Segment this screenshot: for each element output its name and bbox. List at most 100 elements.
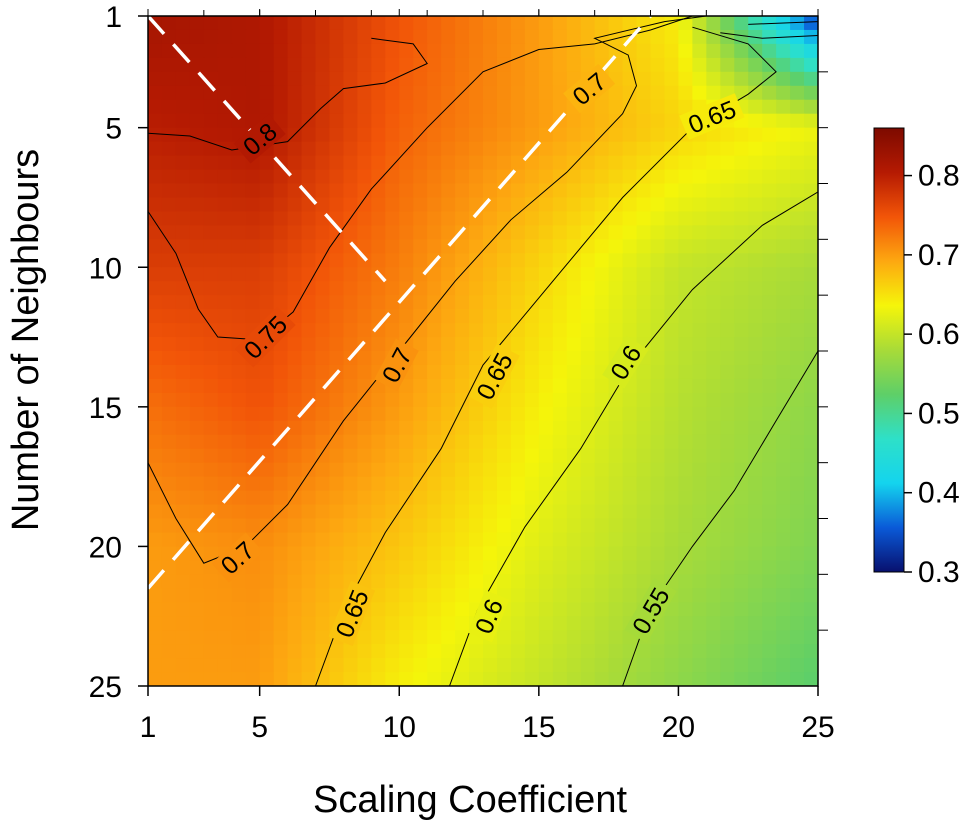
heatmap-cell [762, 281, 777, 296]
heatmap-cell [734, 602, 749, 617]
heatmap-cell [203, 420, 219, 436]
heatmap-cell [748, 155, 763, 171]
heatmap-cell [748, 602, 763, 617]
heatmap-cell [413, 295, 428, 310]
heatmap-cell [720, 169, 735, 185]
heatmap-cell [231, 448, 247, 464]
heatmap-cell [413, 588, 428, 603]
heatmap-cell [329, 295, 345, 310]
heatmap-cell [566, 211, 582, 227]
heatmap-cell [538, 57, 554, 73]
heatmap-cell [510, 323, 526, 338]
heatmap-cell [287, 532, 303, 548]
heatmap-cell [636, 658, 652, 673]
heatmap-cell [441, 323, 456, 338]
heatmap-cell [510, 420, 526, 436]
heatmap-cell [692, 267, 708, 282]
heatmap-cell [399, 448, 414, 464]
heatmap-cell [622, 532, 638, 548]
heatmap-cell [580, 574, 596, 589]
heatmap-cell [622, 267, 638, 282]
heatmap-cell [301, 351, 317, 366]
heatmap-cell [301, 560, 317, 576]
heatmap-cell [148, 462, 163, 478]
heatmap-cell [776, 323, 791, 338]
heatmap-cell [259, 197, 275, 213]
y-tick-label: 15 [89, 392, 122, 425]
heatmap-cell [692, 672, 708, 686]
heatmap-cell [622, 546, 638, 562]
heatmap-cell [622, 392, 638, 408]
heatmap-cell [441, 183, 456, 199]
heatmap-cell [161, 29, 177, 45]
heatmap-cell [538, 448, 554, 464]
heatmap-cell [552, 364, 568, 380]
colorbar-tick-label: 0.6 [918, 318, 960, 351]
heatmap-cell [301, 672, 317, 686]
heatmap-cell [287, 99, 303, 115]
heatmap-cell [245, 29, 261, 45]
heatmap-cell [636, 225, 652, 241]
heatmap-cell [148, 406, 163, 422]
heatmap-cell [776, 155, 791, 171]
heatmap-cell [301, 490, 317, 506]
heatmap-cell [762, 127, 777, 143]
heatmap-cell [608, 141, 624, 157]
heatmap-cell [483, 644, 498, 659]
heatmap-cell [469, 434, 484, 450]
heatmap-cell [315, 309, 331, 324]
heatmap-cell [315, 295, 331, 310]
heatmap-cell [748, 378, 763, 394]
heatmap-cell [231, 406, 247, 422]
heatmap-cell [804, 351, 818, 366]
heatmap-cell [455, 420, 470, 436]
heatmap-cell [496, 183, 512, 199]
heatmap-cell [455, 239, 470, 254]
heatmap-cell [552, 420, 568, 436]
heatmap-cell [496, 672, 512, 686]
heatmap-cell [776, 420, 791, 436]
heatmap-cell [371, 644, 386, 659]
heatmap-cell [231, 197, 247, 213]
heatmap-cell [622, 518, 638, 534]
heatmap-cell [273, 644, 289, 659]
heatmap-cell [790, 630, 805, 645]
contour-label-bg [374, 338, 419, 392]
heatmap-cell [483, 225, 498, 241]
heatmap-cell [357, 518, 373, 534]
heatmap-cell [706, 378, 721, 394]
heatmap-cell [301, 588, 317, 603]
heatmap-cell [804, 574, 818, 589]
heatmap-cell [790, 57, 805, 73]
contour-label-bg [234, 306, 296, 368]
heatmap-cell [161, 85, 177, 101]
heatmap-cell [734, 546, 749, 562]
heatmap-cell [441, 434, 456, 450]
heatmap-cell [776, 364, 791, 380]
heatmap-cell [175, 406, 191, 422]
heatmap-cell [776, 281, 791, 296]
heatmap-cell [706, 211, 721, 227]
heatmap-cell [343, 16, 359, 31]
heatmap-cell [259, 630, 275, 645]
heatmap-cell [441, 16, 456, 31]
heatmap-cell [580, 644, 596, 659]
heatmap-cell [496, 462, 512, 478]
heatmap-cell [273, 169, 289, 185]
heatmap-cell [469, 43, 484, 59]
heatmap-cell [664, 658, 680, 673]
heatmap-cell [804, 141, 818, 157]
heatmap-cell [483, 211, 498, 227]
heatmap-cell [748, 225, 763, 241]
heatmap-cell [287, 434, 303, 450]
heatmap-cell [580, 504, 596, 520]
heatmap-cell [734, 406, 749, 422]
heatmap-cell [678, 323, 694, 338]
heatmap-cell [748, 588, 763, 603]
heatmap-cell [287, 644, 303, 659]
heatmap-cell [287, 476, 303, 492]
heatmap-cell [608, 448, 624, 464]
heatmap-cell [245, 644, 261, 659]
heatmap-cell [231, 518, 247, 534]
heatmap-cell [217, 99, 233, 115]
